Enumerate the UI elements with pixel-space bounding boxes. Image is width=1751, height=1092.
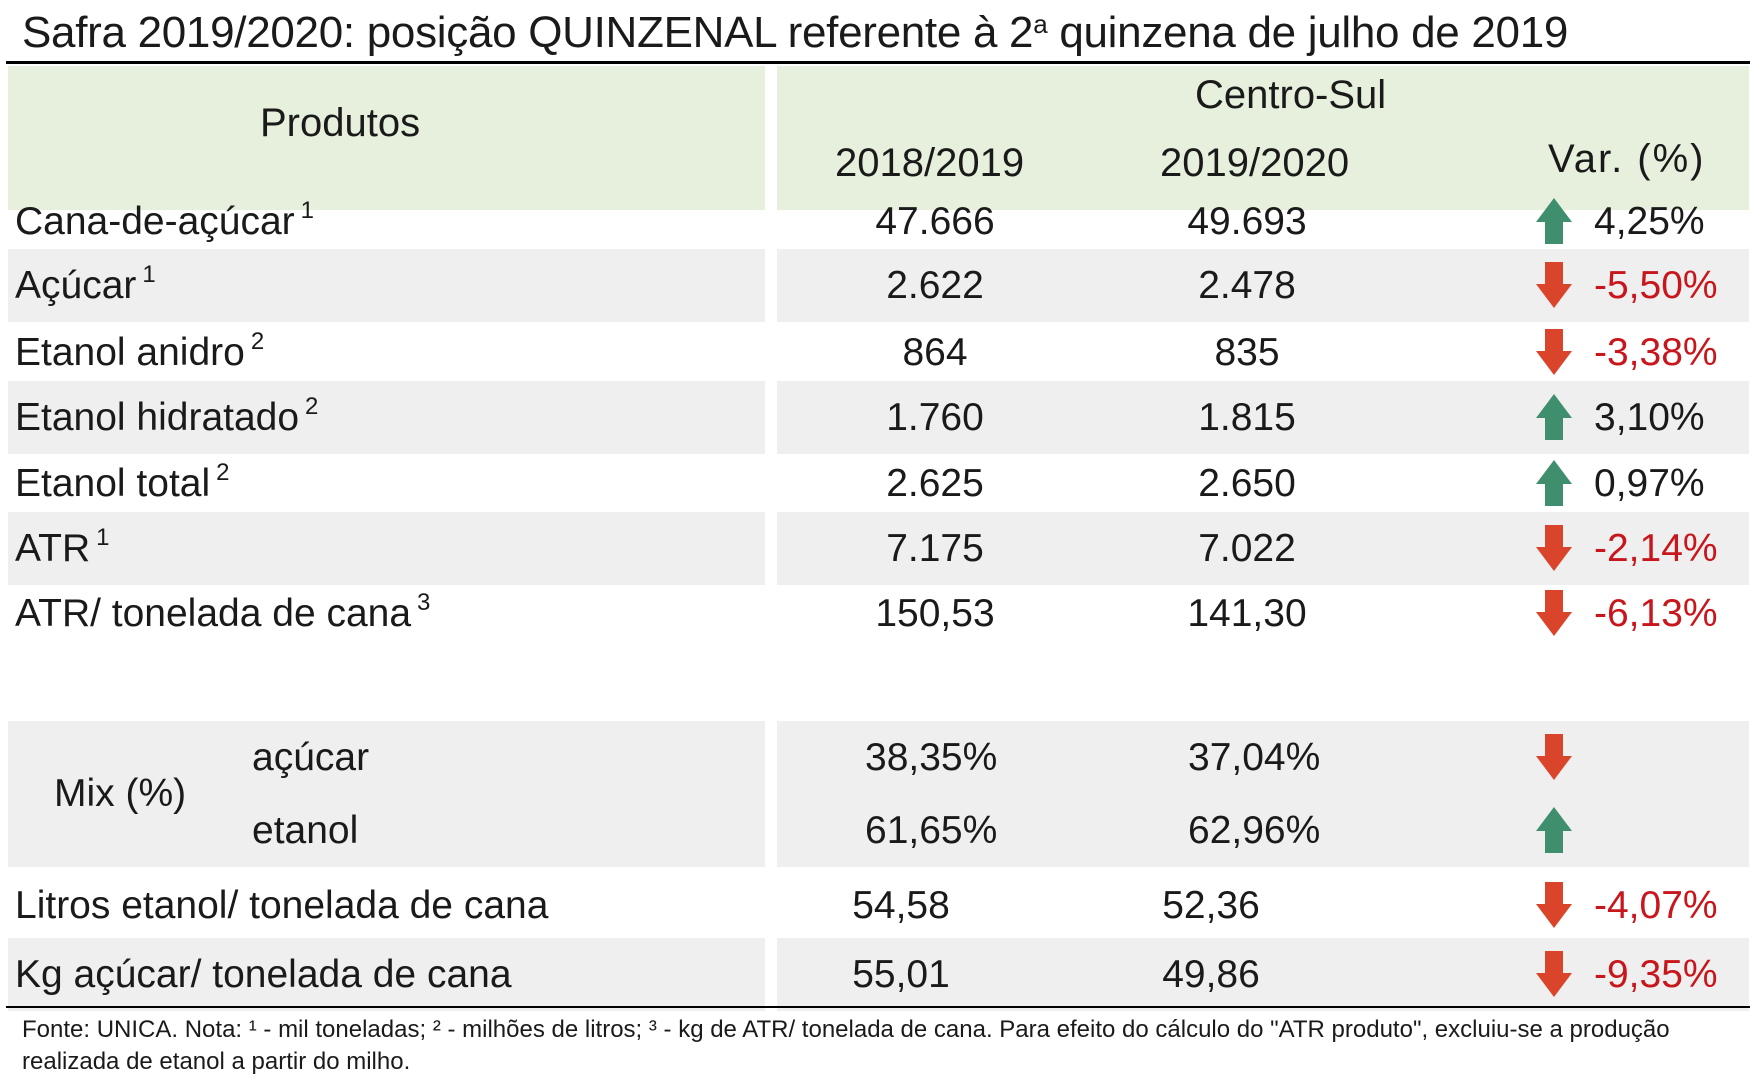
row-label: Litros etanol/ tonelada de cana xyxy=(15,884,549,927)
row-band xyxy=(8,938,765,1011)
row-variation: -2,14% xyxy=(1594,527,1718,570)
row-band xyxy=(8,512,765,585)
header-products-cell: Produtos xyxy=(8,66,765,210)
header-col-2018-2019: 2018/2019 xyxy=(835,141,1025,185)
row-variation: -3,38% xyxy=(1594,331,1718,374)
arrow-up-icon xyxy=(1536,460,1572,506)
mix-acucar-label: açúcar xyxy=(252,736,370,779)
table-row: ATR 1 7.175 7.022 -2,14% xyxy=(0,512,1751,585)
row-variation: 0,97% xyxy=(1594,462,1705,505)
table-row: Etanol total 2 2.625 2.650 0,97% xyxy=(0,447,1751,520)
row-band xyxy=(8,249,765,322)
arrow-down-icon xyxy=(1536,734,1572,780)
mix-etanol-v2: 62,96% xyxy=(1188,809,1321,852)
table-row: Açúcar 1 2.622 2.478 -5,50% xyxy=(0,249,1751,322)
arrow-up-icon xyxy=(1536,394,1572,440)
mix-etanol-v1: 61,65% xyxy=(865,809,998,852)
arrow-up-icon xyxy=(1536,198,1572,244)
header-var: Var. (%) xyxy=(1548,137,1706,181)
bottom-rule xyxy=(6,1006,1750,1008)
row-variation: -4,07% xyxy=(1594,884,1718,927)
row-label: Etanol anidro 2 xyxy=(15,328,265,375)
row-label: Etanol hidratado 2 xyxy=(15,393,319,440)
row-band xyxy=(777,512,1749,585)
mix-acucar-v1: 38,35% xyxy=(865,736,998,779)
arrow-down-icon xyxy=(1536,262,1572,308)
arrow-down-icon xyxy=(1536,590,1572,636)
table-row: Cana-de-açúcar 1 47.666 49.693 4,25% xyxy=(0,185,1751,258)
row-variation: 4,25% xyxy=(1594,200,1705,243)
row-variation: -6,13% xyxy=(1594,592,1718,635)
mix-band-right xyxy=(777,721,1749,867)
arrow-down-icon xyxy=(1536,329,1572,375)
row-variation: -9,35% xyxy=(1594,953,1718,996)
mix-acucar-v2: 37,04% xyxy=(1188,736,1321,779)
row-variation: -5,50% xyxy=(1594,264,1718,307)
header-col-2019-2020: 2019/2020 xyxy=(1160,141,1350,185)
mix-band-left xyxy=(8,721,765,867)
row-band xyxy=(777,249,1749,322)
row-variation: 3,10% xyxy=(1594,396,1705,439)
header-region: Centro-Sul xyxy=(1195,73,1387,117)
row-label: Etanol total 2 xyxy=(15,459,230,506)
row-label: Açúcar 1 xyxy=(15,261,156,308)
row-band xyxy=(8,381,765,454)
row-label: Kg açúcar/ tonelada de cana xyxy=(15,953,512,996)
table-row: Kg açúcar/ tonelada de cana 55,01 49,86 -9,… xyxy=(0,938,1751,1011)
arrow-down-icon xyxy=(1536,882,1572,928)
row-label: Cana-de-açúcar 1 xyxy=(15,197,315,244)
mix-label: Mix (%) xyxy=(54,772,187,815)
mix-block: Mix (%) açúcar etanol 38,35% 37,04% 61,6… xyxy=(8,721,1749,867)
header-products: Produtos xyxy=(260,101,421,145)
row-band xyxy=(777,938,1749,1011)
footnote: Fonte: UNICA. Nota: ¹ - mil toneladas; ²… xyxy=(22,1016,1670,1075)
row-band xyxy=(777,381,1749,454)
arrow-down-icon xyxy=(1536,951,1572,997)
top-rule xyxy=(6,61,1750,64)
row-label: ATR 1 xyxy=(15,524,110,571)
arrow-down-icon xyxy=(1536,525,1572,571)
table-row: Etanol anidro 2 864 835 -3,38% xyxy=(0,316,1751,389)
table-row: ATR/ tonelada de cana 3 150,53 141,30 -6,13% xyxy=(0,577,1751,650)
mix-etanol-label: etanol xyxy=(252,809,359,852)
row-label: ATR/ tonelada de cana 3 xyxy=(15,589,431,636)
arrow-up-icon xyxy=(1536,807,1572,853)
header-centro-sul-cell: Centro-Sul 2018/2019 2019/2020 Var. (%) xyxy=(777,66,1749,210)
table-row: Litros etanol/ tonelada de cana 54,58 52,3… xyxy=(0,869,1751,942)
page-title: Safra 2019/2020: posição QUINZENAL refer… xyxy=(22,8,1569,57)
table-row: Etanol hidratado 2 1.760 1.815 3,10% xyxy=(0,381,1751,454)
